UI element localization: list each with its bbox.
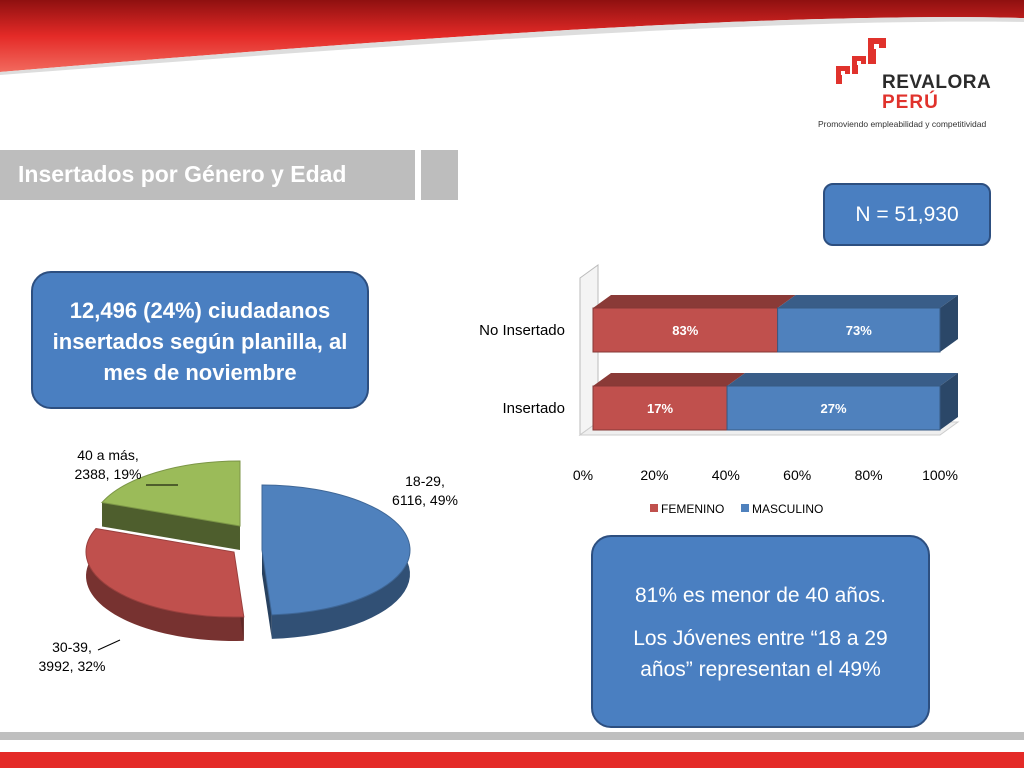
y-category-label: Insertado — [502, 400, 565, 417]
bar-data-label: 73% — [846, 323, 872, 338]
x-tick-label: 80% — [855, 467, 883, 483]
bar-data-label: 83% — [672, 323, 698, 338]
title-bar-accent — [421, 150, 458, 200]
bar-top-face — [593, 295, 796, 308]
top-banner — [0, 0, 1024, 75]
age-note-line-2: Los Jóvenes entre “18 a 29 años” represe… — [633, 627, 888, 681]
bar-side-face — [940, 373, 958, 430]
bar-data-label: 17% — [647, 401, 673, 416]
gender-bar-chart: 83% 73% No Insertado 17% 27% Insertado 0% 20% 40… — [479, 264, 960, 516]
age-pie-chart: 18-29, 6116, 49% 30-39, 3992, 32% 40 a más, 2… — [39, 447, 458, 674]
page-title: Insertados por Género y Edad — [18, 161, 347, 187]
age-note-box: 81% es menor de 40 años. Los Jóvenes ent… — [591, 535, 930, 728]
logo-tagline: Promoviendo empleabilidad y competitivid… — [818, 119, 987, 129]
bar-top-face — [727, 373, 958, 386]
bar-side-face — [940, 295, 958, 352]
age-note-line-1: 81% es menor de 40 años. — [635, 584, 886, 607]
pie-data-label: 6116, 49% — [392, 492, 458, 508]
insertados-summary-box: 12,496 (24%) ciudadanos insertados según… — [31, 271, 369, 409]
pie-data-label: 30-39, — [52, 639, 92, 655]
bar-femenino-insertado — [592, 385, 728, 431]
pie-data-label: 18-29, — [405, 473, 445, 489]
x-tick-label: 100% — [922, 467, 958, 483]
logo-mark-icon — [836, 38, 886, 84]
pie-slice-side-30-39 — [86, 528, 244, 641]
bar-masculino-insertado — [726, 385, 941, 431]
bar-data-label: 27% — [821, 401, 847, 416]
bottom-banner — [0, 732, 1024, 768]
pie-data-label: 40 a más, — [77, 447, 138, 463]
bar-top-face — [777, 295, 958, 308]
legend-label-masculino: MASCULINO — [752, 502, 823, 516]
pie-slice-18-29 — [261, 484, 411, 616]
pie-slice-40-a-más — [101, 460, 241, 527]
bar-masculino-no-insertado — [777, 307, 941, 353]
y-category-label: No Insertado — [479, 322, 565, 339]
legend-swatch-masculino — [741, 504, 749, 512]
x-tick-label: 40% — [712, 467, 740, 483]
pie-slice-cut — [102, 502, 240, 550]
pie-data-label: 3992, 32% — [39, 658, 106, 674]
x-tick-label: 60% — [783, 467, 811, 483]
pie-slice-30-39 — [85, 527, 245, 618]
pie-leader-line — [97, 639, 121, 651]
x-tick-label: 20% — [640, 467, 668, 483]
bar-top-face — [593, 373, 746, 386]
logo-country: PERÚ — [882, 92, 939, 113]
insertados-summary-text: 12,496 (24%) ciudadanos insertados según… — [52, 298, 348, 385]
sample-size-box: N = 51,930 — [823, 183, 991, 246]
legend-label-femenino: FEMENINO — [661, 502, 724, 516]
legend-swatch-femenino — [650, 504, 658, 512]
pie-data-label: 2388, 19% — [75, 466, 142, 482]
x-tick-label: 0% — [573, 467, 593, 483]
logo-name: REVALORA — [882, 72, 992, 93]
pie-slice-cut — [262, 550, 272, 639]
title-bar: Insertados por Género y Edad — [0, 150, 415, 200]
revalora-logo: REVALORA PERÚ Promoviendo empleabilidad … — [818, 34, 1002, 129]
